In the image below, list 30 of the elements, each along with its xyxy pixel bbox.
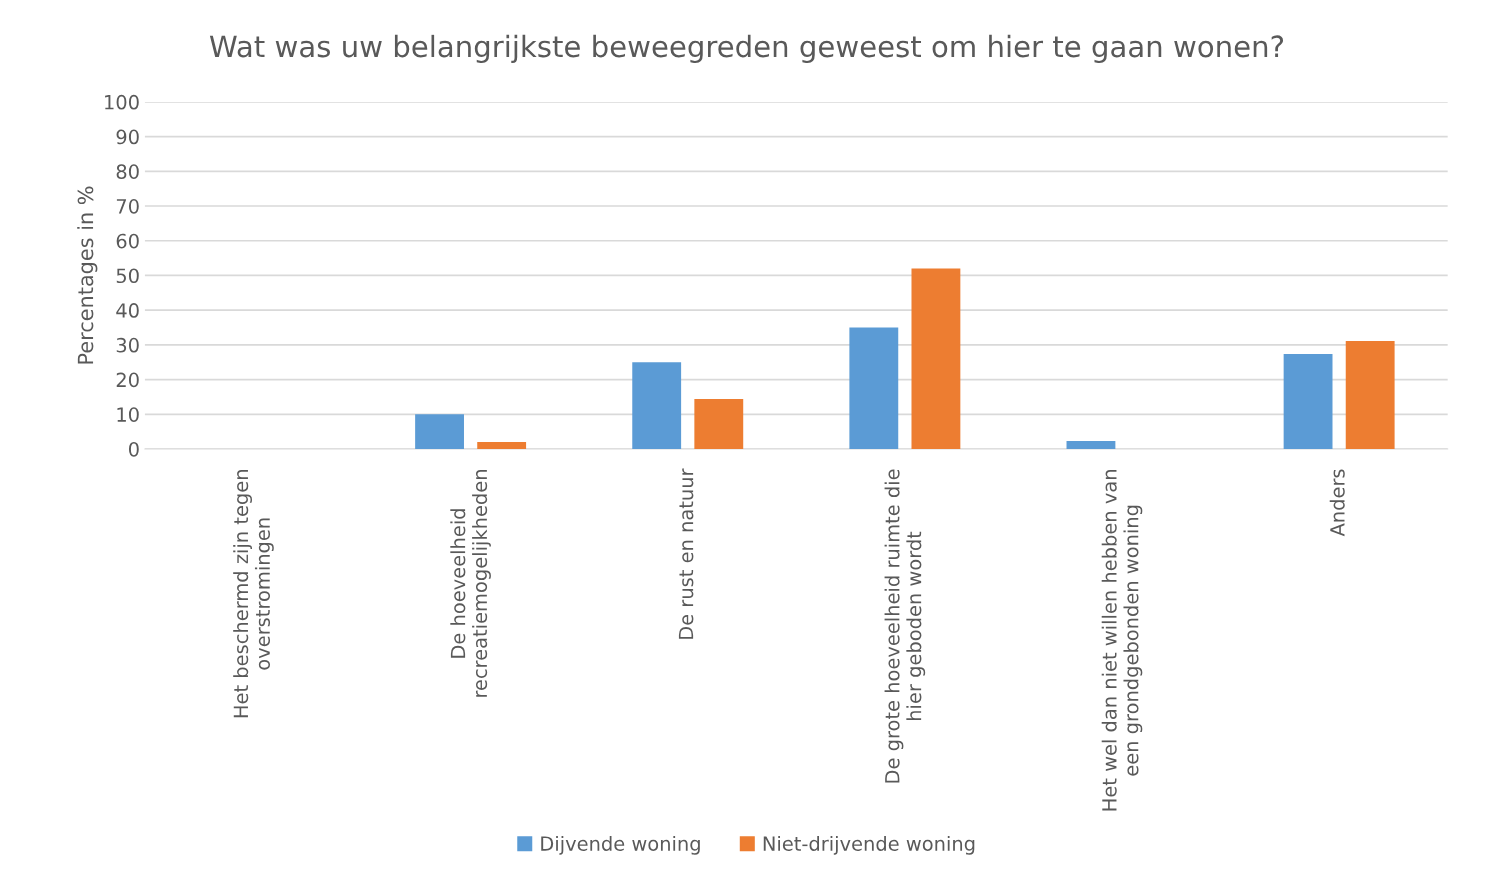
y-tick-label: 40 (116, 303, 139, 318)
y-tick-label: 0 (128, 441, 139, 457)
bar (415, 414, 464, 450)
bar (1283, 353, 1333, 450)
y-tick-label: 50 (116, 268, 139, 284)
bar (1345, 341, 1395, 450)
y-axis-title: Percentages in % (77, 186, 98, 364)
legend-label: Niet-drijvende woning (763, 835, 975, 855)
x-tick-label: De hoeveelheid recreatiemogelijkheden (450, 470, 491, 697)
chart-title: Wat was uw belangrijkste beweegreden geweest om hier te gaan wonen? (209, 34, 1284, 64)
bar (911, 268, 961, 450)
y-tick-label: 20 (116, 372, 139, 388)
y-tick-label: 80 (116, 164, 139, 179)
y-tick-label: 10 (117, 407, 139, 422)
bar (694, 399, 744, 450)
bar (477, 442, 527, 450)
y-tick-label: 100 (105, 94, 139, 110)
y-tick-label: 90 (116, 129, 139, 145)
bar (849, 327, 899, 450)
bar (1066, 441, 1116, 450)
x-tick-label: Anders (1329, 469, 1345, 537)
x-tick-label: De rust en natuur (678, 468, 694, 639)
bar (632, 362, 682, 450)
x-tick-label: De grote hoeveelheid ruimte die hier geboden wordt (884, 469, 926, 783)
y-tick-label: 30 (116, 337, 139, 353)
y-tick-label: 60 (116, 233, 139, 249)
y-tick-label: 70 (116, 198, 139, 214)
legend-label: Dijvende woning (541, 835, 700, 855)
x-tick-label: Het beschermd zijn tegen overstromingen (233, 470, 274, 718)
x-tick-label: Het wel dan niet willen hebben van een grondgebonden woning (1101, 470, 1143, 811)
